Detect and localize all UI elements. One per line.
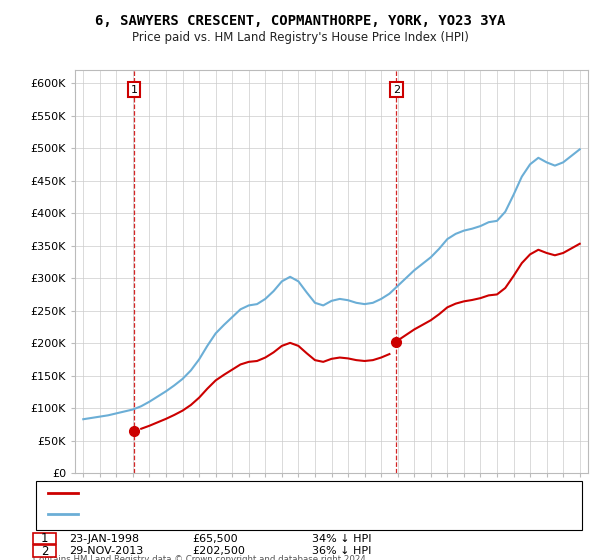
Text: Price paid vs. HM Land Registry's House Price Index (HPI): Price paid vs. HM Land Registry's House …	[131, 31, 469, 44]
Text: 29-NOV-2013: 29-NOV-2013	[69, 546, 143, 556]
Text: 2: 2	[392, 85, 400, 95]
Text: 34% ↓ HPI: 34% ↓ HPI	[312, 534, 371, 544]
Text: £202,500: £202,500	[192, 546, 245, 556]
Text: 2: 2	[41, 544, 48, 558]
Text: 6, SAWYERS CRESCENT, COPMANTHORPE, YORK, YO23 3YA: 6, SAWYERS CRESCENT, COPMANTHORPE, YORK,…	[95, 14, 505, 28]
Text: 1: 1	[41, 532, 48, 545]
Text: 23-JAN-1998: 23-JAN-1998	[69, 534, 139, 544]
Text: £65,500: £65,500	[192, 534, 238, 544]
Text: 1: 1	[131, 85, 137, 95]
Text: 36% ↓ HPI: 36% ↓ HPI	[312, 546, 371, 556]
Text: HPI: Average price, detached house, York: HPI: Average price, detached house, York	[81, 508, 296, 519]
Text: Contains HM Land Registry data © Crown copyright and database right 2024.: Contains HM Land Registry data © Crown c…	[33, 555, 368, 560]
Text: 6, SAWYERS CRESCENT, COPMANTHORPE, YORK, YO23 3YA (detached house): 6, SAWYERS CRESCENT, COPMANTHORPE, YORK,…	[81, 488, 483, 498]
